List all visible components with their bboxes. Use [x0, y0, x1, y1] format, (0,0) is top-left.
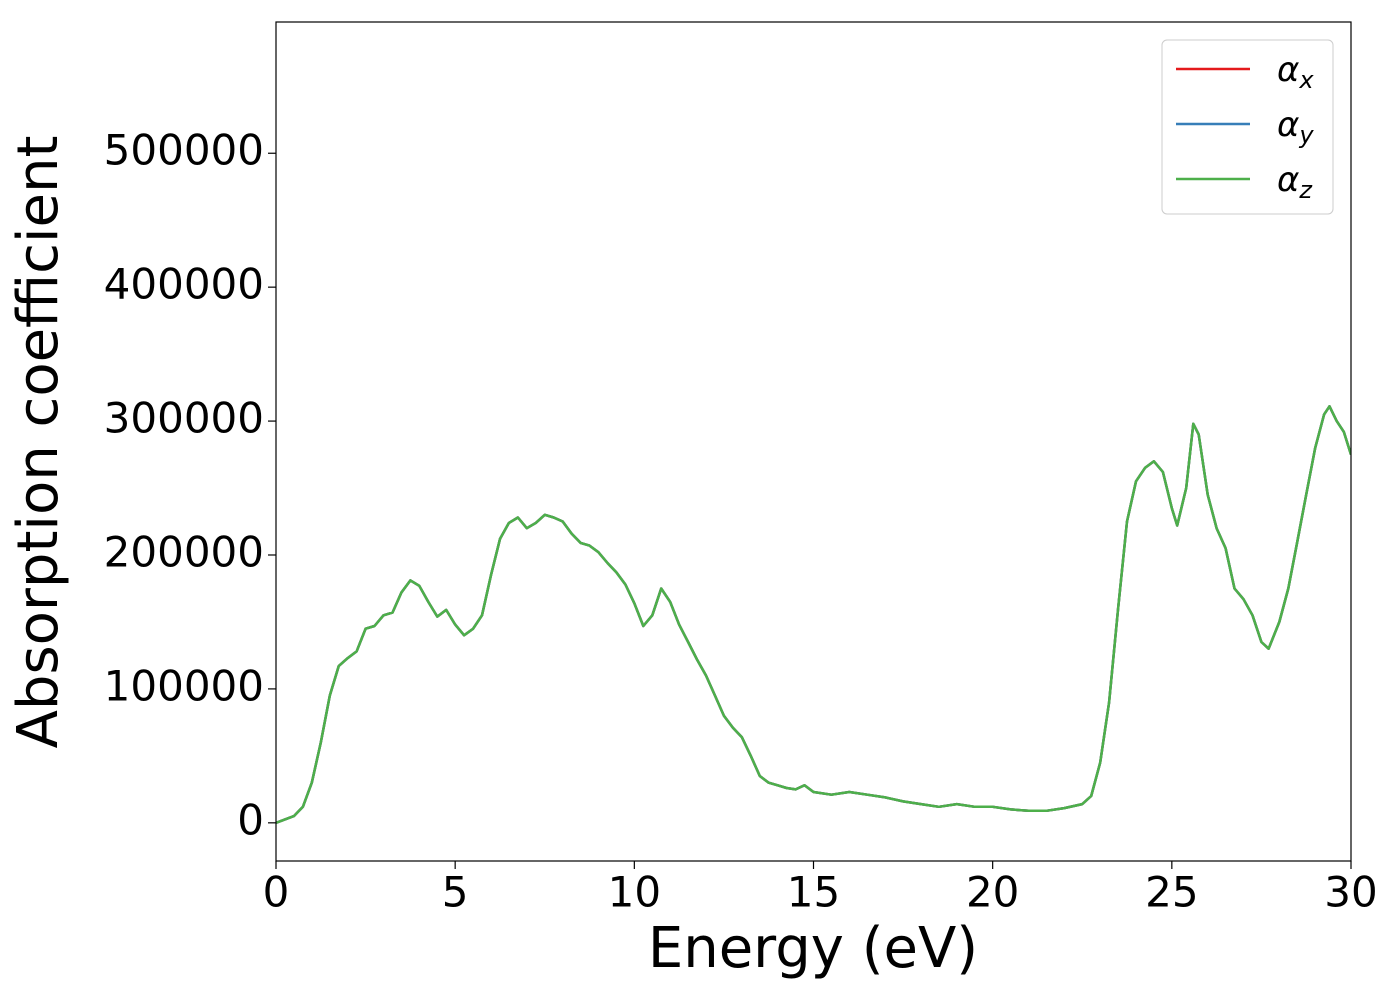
x-axis-label: Energy (eV): [648, 916, 978, 981]
legend-box: [1161, 39, 1334, 215]
y-tick-label: 400000: [104, 260, 264, 309]
y-axis-label: Absorption coefficient: [6, 136, 71, 749]
x-tick-label: 15: [787, 868, 840, 917]
series-line: [276, 405, 1351, 824]
x-tick-label: 10: [608, 868, 661, 917]
x-tick-label: 5: [442, 868, 469, 917]
plot-frame: [275, 21, 1352, 862]
y-tick-label: 200000: [104, 527, 264, 576]
x-tick-label: 0: [263, 868, 290, 917]
x-tick-label: 20: [966, 868, 1019, 917]
x-tick-label: 25: [1145, 868, 1198, 917]
legend-label: αx: [1277, 50, 1314, 94]
y-tick-label: 100000: [104, 661, 264, 710]
legend-label: αy: [1277, 105, 1314, 149]
x-tick-label: 30: [1324, 868, 1377, 917]
legend-label: αz: [1277, 160, 1313, 204]
y-tick-label: 500000: [104, 126, 264, 175]
y-tick-label: 300000: [104, 394, 264, 443]
y-tick-label: 0: [237, 795, 264, 844]
